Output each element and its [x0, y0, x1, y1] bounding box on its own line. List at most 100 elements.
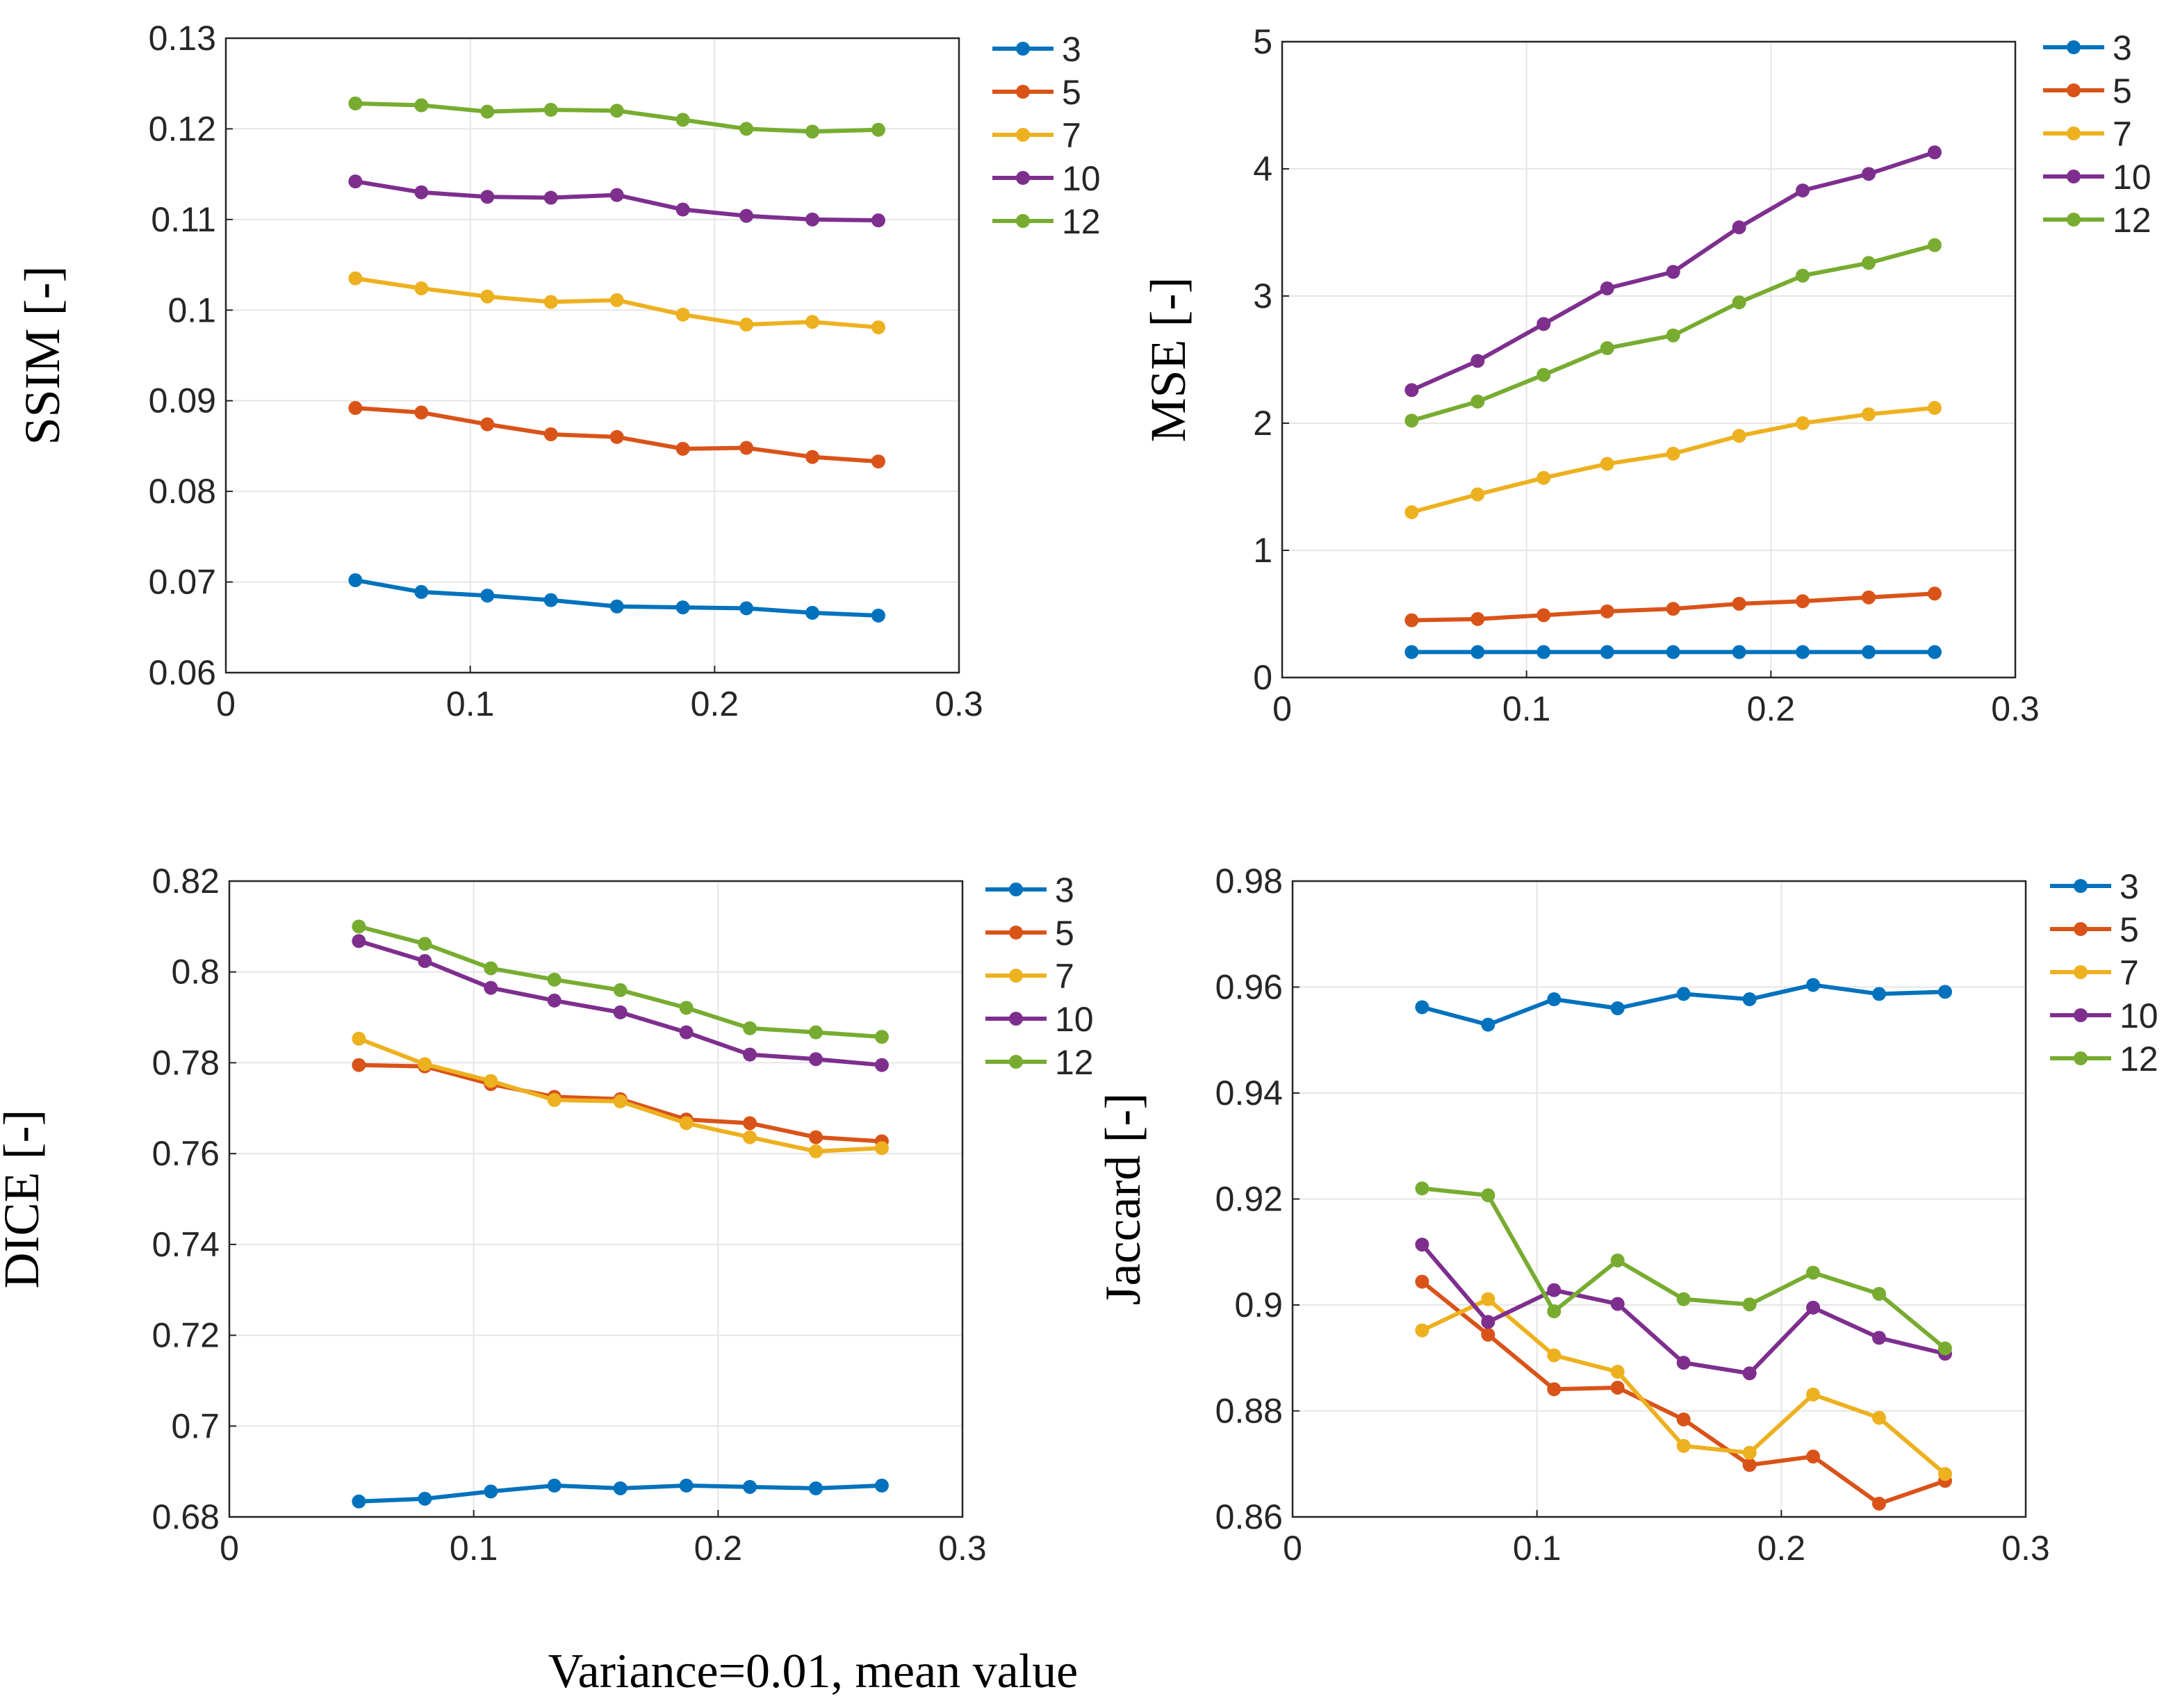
series-ssim-12 [348, 96, 885, 139]
legend-label: 3 [2120, 867, 2139, 906]
series-ssim-5 [348, 401, 885, 469]
data-point [1404, 413, 1419, 428]
y-tick-label: 0.9 [1234, 1286, 1283, 1324]
data-point [414, 98, 429, 113]
legend-label: 10 [1062, 159, 1101, 198]
data-point [1547, 992, 1562, 1007]
data-point [543, 295, 558, 309]
data-point [543, 190, 558, 205]
data-point [1676, 1412, 1691, 1427]
data-point [1927, 645, 1942, 659]
series-line [1422, 1186, 1947, 1350]
data-point [1862, 590, 1876, 605]
y-tick-label: 0.96 [1215, 968, 1283, 1007]
data-point [609, 104, 624, 118]
data-point [805, 212, 819, 227]
data-point [874, 1030, 889, 1044]
data-point [743, 1479, 757, 1494]
y-tick-label: 0.82 [152, 862, 220, 901]
data-point [1547, 1382, 1562, 1397]
data-point [1806, 1300, 1821, 1315]
y-axis-label: MSE [-] [1140, 277, 1196, 443]
y-tick-label: 0.06 [149, 653, 216, 692]
chart-panel-jaccard: 0 0.1 0.2 0.3 0.86 0.88 0.9 0.92 0.94 0.96 0.98 Jac… [1095, 862, 2158, 1568]
data-point [1806, 1450, 1821, 1464]
data-point [414, 405, 429, 420]
data-point [547, 972, 562, 987]
legend-marker [1016, 128, 1030, 142]
data-point [1796, 268, 1810, 283]
data-point [743, 1116, 757, 1131]
data-point [1732, 645, 1746, 659]
data-point [1481, 1017, 1495, 1032]
data-point [1862, 407, 1876, 422]
data-point [1796, 416, 1810, 430]
data-point [871, 454, 885, 469]
data-point [480, 289, 495, 304]
data-point [1481, 1315, 1495, 1329]
x-tick-label: 0.2 [691, 684, 739, 723]
data-point [1872, 1496, 1886, 1511]
series-dice-10 [352, 934, 889, 1072]
x-tick-label: 0.1 [1502, 689, 1551, 728]
data-point [1927, 145, 1942, 160]
x-tick-label: 0.1 [1513, 1529, 1562, 1568]
data-point [418, 937, 432, 951]
legend-marker [2074, 922, 2088, 936]
x-tick-label: 0.2 [1747, 689, 1796, 728]
y-axis-label: SSIM [-] [15, 265, 70, 445]
y-tick-label: 0.07 [149, 563, 216, 602]
data-point [480, 417, 495, 432]
data-point [743, 1021, 757, 1035]
legend-label: 7 [1055, 957, 1074, 996]
data-point [739, 441, 754, 455]
y-tick-label: 0.88 [1215, 1392, 1283, 1431]
data-point [1415, 1274, 1429, 1289]
legend-mse: 3 5 7 10 12 [2043, 28, 2152, 240]
data-point [1676, 1438, 1691, 1453]
legend-marker [2074, 879, 2088, 893]
grid-mse [1282, 42, 2015, 678]
data-point [1536, 470, 1551, 485]
series-mse-10 [1404, 145, 1942, 397]
data-point [1676, 987, 1691, 1001]
y-tick-label: 0.68 [152, 1497, 220, 1536]
data-point [609, 293, 624, 307]
data-point [352, 1058, 366, 1072]
plot-frame-mse [1281, 40, 2017, 679]
legend-marker [2074, 1051, 2088, 1065]
data-point [1937, 1467, 1952, 1481]
data-point [743, 1047, 757, 1062]
legend-marker [1009, 926, 1023, 939]
data-point [1404, 613, 1419, 627]
legend-marker [1009, 1055, 1023, 1069]
legend-ssim: 3 5 7 10 12 [992, 30, 1101, 241]
x-tick-label: 0.3 [2001, 1529, 2050, 1568]
series-ssim-10 [348, 174, 885, 228]
grid-dice [229, 881, 962, 1517]
data-point [1415, 1181, 1429, 1196]
data-point [418, 1057, 432, 1071]
y-tick-label: 3 [1253, 277, 1272, 315]
y-tick-label: 0.76 [152, 1134, 220, 1173]
data-point [1732, 596, 1746, 611]
y-tick-label: 1 [1253, 531, 1272, 570]
data-point [675, 441, 690, 456]
y-tick-label: 4 [1253, 149, 1272, 188]
data-point [1610, 1297, 1625, 1311]
data-point [484, 1074, 498, 1088]
series-dice-12 [352, 919, 889, 1044]
legend-label: 10 [1055, 1000, 1094, 1039]
data-point [874, 1058, 889, 1072]
data-point [1862, 645, 1876, 659]
data-point [414, 584, 429, 599]
data-point [484, 980, 498, 995]
y-tick-label: 0.72 [152, 1316, 220, 1355]
data-point [871, 213, 885, 228]
data-point [1927, 401, 1942, 416]
data-point [1862, 167, 1876, 181]
data-point [1404, 645, 1419, 659]
plot-frame-dice [228, 880, 964, 1518]
data-point [1536, 368, 1551, 382]
legend-marker [1009, 882, 1023, 896]
